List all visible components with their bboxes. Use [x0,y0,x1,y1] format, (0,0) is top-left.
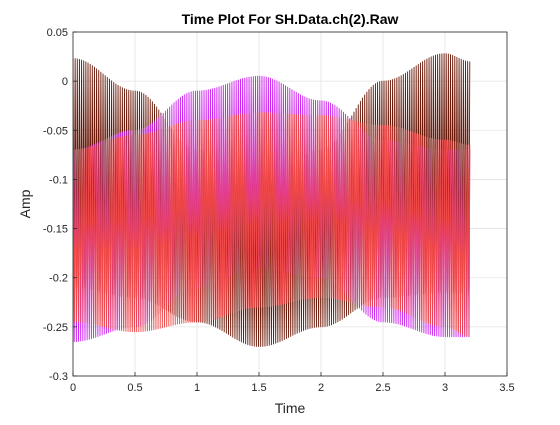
x-axis-label: Time [275,400,306,416]
x-tick-label: 1 [194,382,200,394]
chart-title: Time Plot For SH.Data.ch(2).Raw [182,11,399,27]
axes-box [72,31,508,377]
y-tick-label: -0.2 [49,273,68,285]
series-line-3 [73,112,471,338]
x-tick-label: 0.5 [127,382,142,394]
y-tick-label: -0.05 [43,125,68,137]
y-tick-label: -0.1 [49,174,68,186]
y-axis-label: Amp [17,189,33,218]
y-tick-label: 0 [62,76,68,88]
ticks: 0 0.5 1 1.5 2 2.5 3 3.5 -0.3 -0.25 -0.2 -0.15 -0.1 -0… [43,27,515,394]
y-tick-label: -0.15 [43,224,68,236]
y-tick-label: 0.05 [47,27,68,39]
x-tick-label: 0 [70,382,76,394]
y-tick-label: -0.25 [43,322,68,334]
y-tick-label: -0.3 [49,371,68,383]
x-tick-label: 1.5 [251,382,266,394]
x-tick-label: 2 [318,382,324,394]
x-tick-label: 3.5 [499,382,514,394]
x-tick-label: 2.5 [375,382,390,394]
x-tick-label: 3 [442,382,448,394]
series-layer [73,53,471,347]
